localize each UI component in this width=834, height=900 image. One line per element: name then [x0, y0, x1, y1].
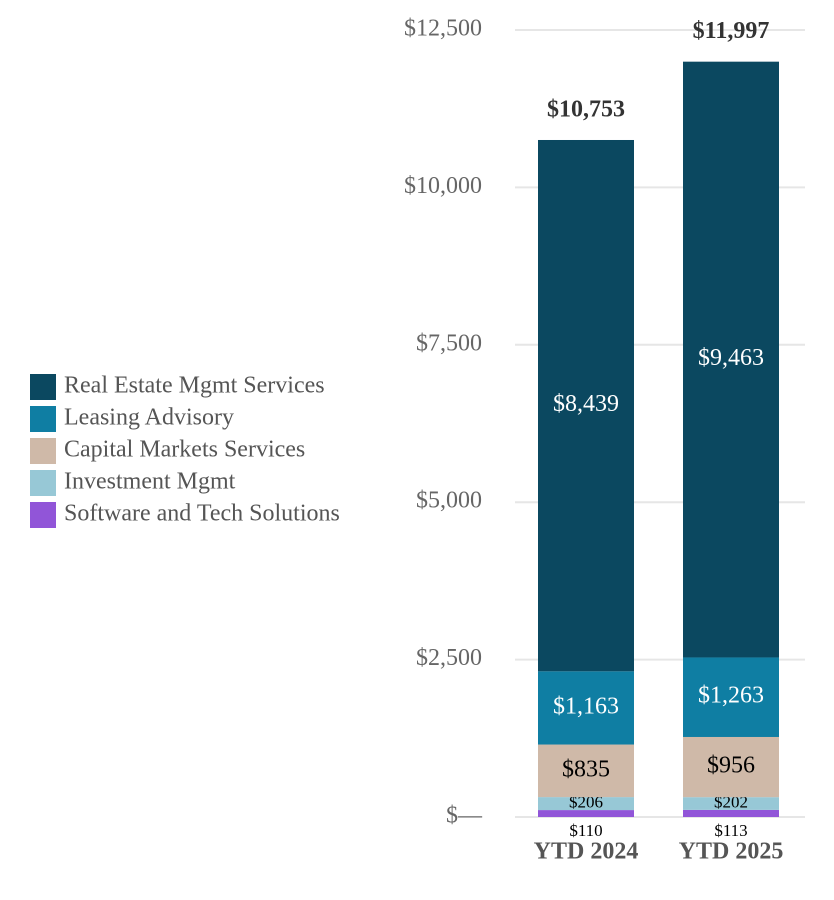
legend-label: Real Estate Mgmt Services — [64, 373, 325, 399]
legend-label: Software and Tech Solutions — [64, 501, 340, 527]
value-label: $113 — [714, 821, 747, 840]
bar-segment — [683, 61, 779, 658]
value-label: $8,439 — [553, 391, 619, 417]
bar-segment — [538, 744, 634, 798]
value-label: $9,463 — [698, 345, 764, 371]
legend-swatch — [30, 438, 56, 464]
value-label: $1,263 — [698, 683, 764, 709]
value-label: $1,163 — [553, 693, 619, 719]
value-label: $956 — [707, 753, 755, 779]
value-label: $202 — [714, 792, 748, 811]
legend-swatch — [30, 502, 56, 528]
value-label: $835 — [562, 756, 610, 782]
total-label: $10,753 — [547, 96, 625, 122]
y-tick-label: $2,500 — [416, 645, 482, 671]
bar-segment — [683, 809, 779, 817]
value-label: $206 — [569, 792, 603, 811]
x-tick-label: YTD 2025 — [679, 839, 784, 865]
bar-segment — [538, 810, 634, 817]
bar-segment — [538, 797, 634, 811]
bar-segment — [538, 139, 634, 672]
legend-swatch — [30, 470, 56, 496]
y-tick-label: $— — [446, 803, 483, 829]
total-label: $11,997 — [693, 18, 770, 44]
bar-segment — [683, 657, 779, 737]
legend-label: Leasing Advisory — [64, 405, 234, 431]
legend-label: Capital Markets Services — [64, 437, 305, 463]
y-tick-label: $7,500 — [416, 330, 482, 356]
x-tick-label: YTD 2024 — [534, 839, 639, 865]
legend-swatch — [30, 406, 56, 432]
legend-swatch — [30, 374, 56, 400]
y-tick-label: $10,000 — [404, 173, 482, 199]
legend-label: Investment Mgmt — [64, 469, 236, 495]
bar-segment — [683, 797, 779, 810]
value-label: $110 — [569, 821, 602, 840]
y-tick-label: $12,500 — [404, 16, 482, 42]
bar-segment — [538, 671, 634, 745]
bar-segment — [683, 736, 779, 798]
y-tick-label: $5,000 — [416, 488, 482, 514]
